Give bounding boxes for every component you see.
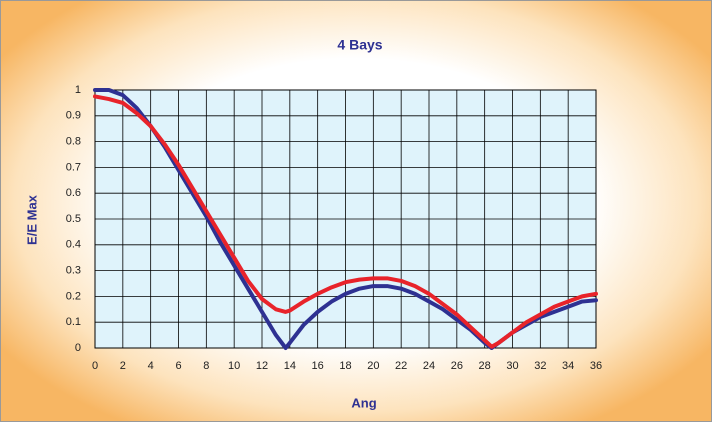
y-tick-label: 0.4 xyxy=(66,239,81,251)
y-tick-label: 0.6 xyxy=(66,187,81,199)
y-tick-label: 1 xyxy=(75,84,81,96)
y-tick-label: 0.7 xyxy=(66,161,81,173)
x-axis-label: Ang xyxy=(351,395,376,410)
x-tick-label: 26 xyxy=(451,360,463,372)
x-tick-label: 14 xyxy=(284,360,296,372)
x-tick-label: 36 xyxy=(590,360,602,372)
line-series xyxy=(93,94,598,349)
y-tick-label: 0.3 xyxy=(66,265,81,277)
y-tick-label: 0.5 xyxy=(66,213,81,225)
y-tick-label: 0.2 xyxy=(66,290,81,302)
y-axis-label: E/E Max xyxy=(24,194,39,245)
x-tick-label: 16 xyxy=(312,360,324,372)
x-tick-label: 20 xyxy=(367,360,379,372)
x-tick-label: 2 xyxy=(120,360,126,372)
y-tick-label: 0.8 xyxy=(66,136,81,148)
x-tick-label: 10 xyxy=(228,360,240,372)
y-tick-label: 0.1 xyxy=(66,316,81,328)
plot-border xyxy=(94,89,597,349)
x-tick-label: 12 xyxy=(256,360,268,372)
chart-title: 4 Bays xyxy=(337,37,382,53)
x-tick-label: 30 xyxy=(506,360,518,372)
x-tick-label: 6 xyxy=(175,360,181,372)
x-tick-label: 4 xyxy=(148,360,154,372)
x-tick-label: 34 xyxy=(562,360,574,372)
x-tick-label: 24 xyxy=(423,360,435,372)
x-tick-label: 22 xyxy=(395,360,407,372)
x-tick-label: 28 xyxy=(479,360,491,372)
x-tick-label: 32 xyxy=(534,360,546,372)
x-tick-label: 0 xyxy=(92,360,98,372)
y-tick-label: 0.9 xyxy=(66,110,81,122)
y-tick-label: 0 xyxy=(75,342,81,354)
x-tick-label: 8 xyxy=(203,360,209,372)
x-tick-label: 18 xyxy=(339,360,351,372)
